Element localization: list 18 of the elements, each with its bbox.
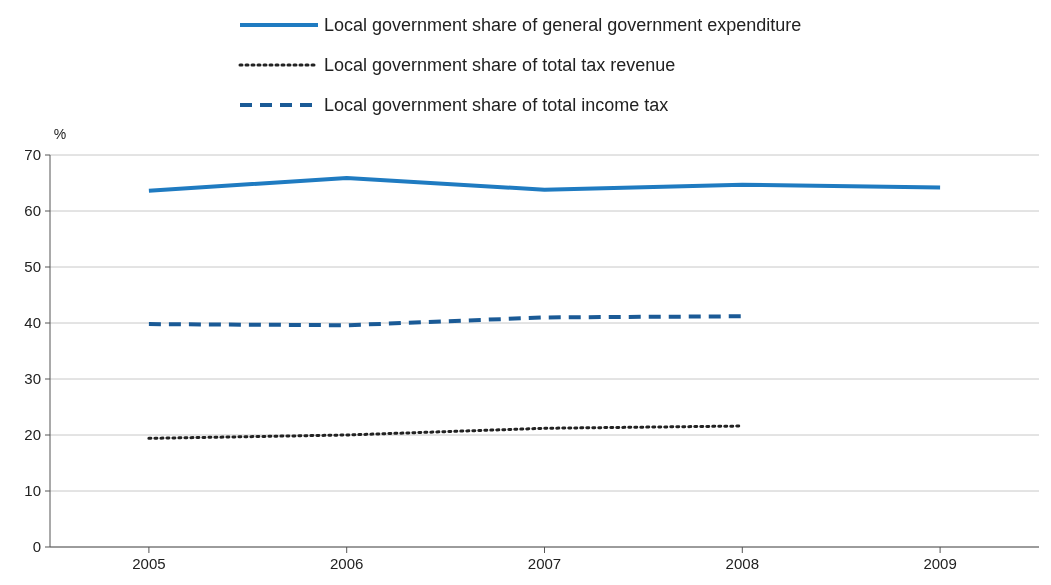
y-tick-label: 70 xyxy=(24,146,41,164)
line-series xyxy=(146,175,943,193)
x-tick-label: 2007 xyxy=(527,555,562,572)
y-tick-label: 20 xyxy=(24,426,41,444)
y-tick-label: 40 xyxy=(24,314,41,332)
y-tick-label: 60 xyxy=(24,202,41,220)
y-tick-label: 30 xyxy=(24,370,41,388)
y-axis-title: % xyxy=(53,126,67,142)
x-tick-label: 2008 xyxy=(725,555,759,572)
legend-label: Local government share of total tax revenue xyxy=(324,55,676,76)
y-tick-label: 10 xyxy=(24,482,41,500)
legend-label: Local government share of general government expenditure xyxy=(324,15,802,36)
x-tick-label: 2009 xyxy=(923,555,957,572)
x-tick-label: 2006 xyxy=(330,555,364,572)
x-tick-label: 2005 xyxy=(132,555,166,572)
y-tick-label: 0 xyxy=(32,538,41,556)
legend-label: Local government share of total income tax xyxy=(324,95,669,116)
y-tick-label: 50 xyxy=(24,258,41,276)
